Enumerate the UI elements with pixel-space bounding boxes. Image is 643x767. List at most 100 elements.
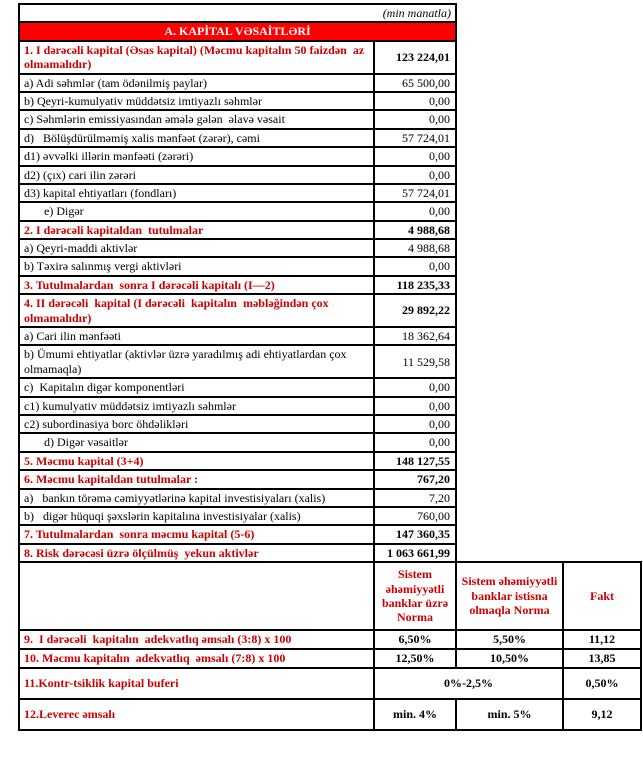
adequacy-header-systemic-norm: Sistem əhəmiyyətli banklar üzrə Norma [373, 561, 457, 631]
capital-row-value: 0,00 [372, 109, 458, 130]
capital-row-label: d) Bölüşdürülməmiş xalis mənfəət (zərər)… [18, 127, 375, 149]
capital-row-value: 0,00 [372, 201, 458, 222]
capital-row-label: 3. Tutulmalardan sonra I dərəcəli kapita… [18, 274, 375, 296]
adequacy-row-11: 11.Kontr-tsiklik kapital buferi 0%-2,5% 0,… [18, 666, 642, 700]
capital-row-label: d1) əvvəlki illərin mənfəəti (zərəri) [18, 146, 375, 167]
adequacy-row-cell: min. 5% [455, 697, 564, 731]
capital-row-label: 6. Məcmu kapitaldan tutulmalar : [18, 469, 375, 490]
capital-row-2: a) Adi səhmlər (tam ödənilmiş paylar) 65 … [18, 72, 458, 93]
capital-row-value: 0,00 [372, 164, 458, 185]
adequacy-row-cell: 10,50% [455, 647, 564, 669]
adequacy-header-nonsystemic-norm: Sistem əhəmiyyətli banklar istisna olmaq… [455, 561, 564, 631]
capital-row-19: c2) subordinasiya borc öhdəlikləri 0,00 [18, 413, 458, 435]
capital-row-label: 2. I dərəcəli kapitaldan tutulmalar [18, 219, 375, 241]
adequacy-row-label: 12.Leverec əmsalı [18, 697, 375, 731]
capital-row-value: 18 362,64 [372, 326, 458, 347]
adequacy-row-label: 11.Kontr-tsiklik kapital buferi [18, 666, 375, 700]
adequacy-row-cell: 13,85 [562, 647, 642, 669]
capital-row-14: 4. II dərəcəli kapital (I dərəcəli kapit… [18, 293, 458, 329]
capital-row-label: c) Kapitalın digər komponentləri [18, 377, 375, 398]
capital-row-value: 1 063 661,99 [372, 542, 458, 564]
capital-row-value: 7,20 [372, 487, 458, 508]
capital-row-20: d) Digər vəsaitlər 0,00 [18, 432, 458, 453]
capital-row-label: e) Digər [18, 201, 375, 222]
capital-row-value: 0,00 [372, 395, 458, 417]
capital-row-label: c1) kumulyativ müddətsiz imtiyazlı səhml… [18, 395, 375, 417]
capital-row-10: 2. I dərəcəli kapitaldan tutulmalar 4 988… [18, 219, 458, 241]
capital-row-value: 4 988,68 [372, 238, 458, 259]
capital-row-label: d) Digər vəsaitlər [18, 432, 375, 453]
capital-row-value: 148 127,55 [372, 450, 458, 472]
adequacy-row-cell: 5,50% [455, 628, 564, 650]
capital-row-value: 118 235,33 [372, 274, 458, 296]
capital-row-value: 57 724,01 [372, 182, 458, 204]
capital-row-16: b) Ümumi ehtiyatlar (aktivlər üzrə yarad… [18, 344, 458, 380]
capital-row-label: d3) kapital ehtiyatları (fondları) [18, 182, 375, 204]
capital-row-value: 29 892,22 [372, 293, 458, 329]
adequacy-row-cell: 0,50% [562, 666, 642, 700]
adequacy-row-12: 12.Leverec əmsalı min. 4% min. 5% 9,12 [18, 697, 642, 731]
capital-row-value: 0,00 [372, 90, 458, 112]
capital-row-value: 123 224,01 [372, 39, 458, 75]
capital-row-3: b) Qeyri-kumulyativ müddətsiz imtiyazlı … [18, 90, 458, 112]
capital-row-label: b) Təxirə salınmış vergi aktivləri [18, 256, 375, 277]
capital-row-21: 5. Məcmu kapital (3+4) 148 127,55 [18, 450, 458, 472]
capital-row-value: 147 360,35 [372, 524, 458, 545]
capital-row-24: b) digər hüquqi şəxslərin kapitalına inv… [18, 505, 458, 527]
capital-row-label: d2) (çıx) cari ilin zərəri [18, 164, 375, 185]
capital-row-label: a) bankın törəmə cəmiyyətlərinə kapital … [18, 487, 375, 508]
capital-row-label: b) digər hüquqi şəxslərin kapitalına inv… [18, 505, 375, 527]
capital-row-9: e) Digər 0,00 [18, 201, 458, 222]
capital-row-18: c1) kumulyativ müddətsiz imtiyazlı səhml… [18, 395, 458, 417]
adequacy-row-cell: 11,12 [562, 628, 642, 650]
adequacy-row-cell: 0%-2,5% [373, 666, 564, 700]
adequacy-header-fact: Fakt [562, 561, 642, 631]
capital-row-15: a) Cari ilin mənfəəti 18 362,64 [18, 326, 458, 347]
adequacy-row-cell: 12,50% [373, 647, 457, 669]
capital-row-value: 0,00 [372, 413, 458, 435]
capital-row-8: d3) kapital ehtiyatları (fondları) 57 724… [18, 182, 458, 204]
section-title: A. KAPİTAL VƏSAİTLƏRİ [17, 21, 458, 42]
adequacy-row-cell: 9,12 [562, 697, 642, 731]
capital-row-23: a) bankın törəmə cəmiyyətlərinə kapital … [18, 487, 458, 508]
capital-row-label: 5. Məcmu kapital (3+4) [18, 450, 375, 472]
capital-row-25: 7. Tutulmalardan sonra məcmu kapital (5-… [18, 524, 458, 545]
capital-row-label: 8. Risk dərəcəsi üzrə ölçülmüş yekun akt… [18, 542, 375, 564]
capital-row-value: 767,20 [372, 469, 458, 490]
capital-row-value: 0,00 [372, 377, 458, 398]
capital-row-26: 8. Risk dərəcəsi üzrə ölçülmüş yekun akt… [18, 542, 458, 564]
capital-row-value: 65 500,00 [372, 72, 458, 93]
capital-row-label: 1. I dərəcəli kapital (Əsas kapital) (Mə… [18, 39, 375, 75]
document-page: (min manatla) A. KAPİTAL VƏSAİTLƏRİ 1. I… [17, 2, 642, 731]
capital-row-5: d) Bölüşdürülməmiş xalis mənfəət (zərər)… [18, 127, 458, 149]
capital-row-label: a) Cari ilin mənfəəti [18, 326, 375, 347]
adequacy-header-empty [18, 561, 375, 631]
unit-note-row: (min manatla) [17, 2, 458, 24]
capital-row-value: 0,00 [372, 146, 458, 167]
capital-row-label: a) Adi səhmlər (tam ödənilmiş paylar) [18, 72, 375, 93]
adequacy-header-row: Sistem əhəmiyyətli banklar üzrə Norma Si… [18, 561, 642, 631]
adequacy-row-10: 10. Məcmu kapitalın adekvatlıq əmsalı (7… [18, 647, 642, 669]
adequacy-row-9: 9. I dərəcəli kapitalın adekvatlıq əmsal… [18, 628, 642, 650]
capital-row-7: d2) (çıx) cari ilin zərəri 0,00 [18, 164, 458, 185]
capital-row-label: c) Səhmlərin emissiyasından əmələ gələn … [18, 109, 375, 130]
adequacy-table: Sistem əhəmiyyətli banklar üzrə Norma Si… [18, 561, 642, 731]
capital-row-value: 4 988,68 [372, 219, 458, 241]
capital-row-label: c2) subordinasiya borc öhdəlikləri [18, 413, 375, 435]
adequacy-row-cell: 6,50% [373, 628, 457, 650]
capital-row-label: b) Qeyri-kumulyativ müddətsiz imtiyazlı … [18, 90, 375, 112]
unit-note: (min manatla) [17, 2, 458, 24]
capital-row-4: c) Səhmlərin emissiyasından əmələ gələn … [18, 109, 458, 130]
capital-row-12: b) Təxirə salınmış vergi aktivləri 0,00 [18, 256, 458, 277]
capital-row-label: 4. II dərəcəli kapital (I dərəcəli kapit… [18, 293, 375, 329]
capital-row-22: 6. Məcmu kapitaldan tutulmalar :767,20 [18, 469, 458, 490]
capital-row-17: c) Kapitalın digər komponentləri 0,00 [18, 377, 458, 398]
capital-row-6: d1) əvvəlki illərin mənfəəti (zərəri) 0,0… [18, 146, 458, 167]
capital-row-13: 3. Tutulmalardan sonra I dərəcəli kapita… [18, 274, 458, 296]
capital-row-value: 0,00 [372, 432, 458, 453]
section-banner-row: A. KAPİTAL VƏSAİTLƏRİ [17, 21, 458, 42]
adequacy-row-cell: min. 4% [373, 697, 457, 731]
capital-row-label: b) Ümumi ehtiyatlar (aktivlər üzrə yarad… [18, 344, 375, 380]
adequacy-row-label: 9. I dərəcəli kapitalın adekvatlıq əmsal… [18, 628, 375, 650]
capital-row-11: a) Qeyri-maddi aktivlər 4 988,68 [18, 238, 458, 259]
